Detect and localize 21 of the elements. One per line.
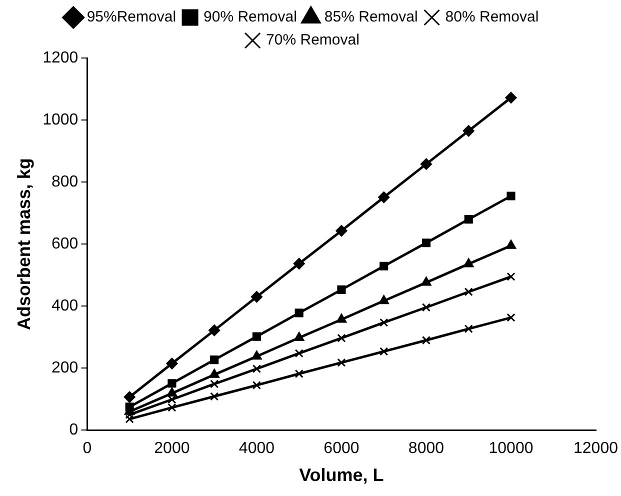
y-tick-label: 400 <box>51 298 78 315</box>
x-tick-label: 2000 <box>154 440 190 458</box>
x-tick-label: 8000 <box>408 440 444 458</box>
y-tick-label: 200 <box>51 360 78 377</box>
y-tick-label: 1200 <box>42 49 78 66</box>
legend-label: 85% Removal <box>324 8 418 26</box>
x-tick-label: 4000 <box>238 440 275 458</box>
x-tick-label: 12000 <box>574 440 618 458</box>
x-axis-title: Volume, L <box>299 465 384 486</box>
x-tick-label: 0 <box>82 440 92 458</box>
y-tick-label: 600 <box>51 236 78 253</box>
legend-label: 90% Removal <box>204 8 297 26</box>
y-tick-label: 1000 <box>42 111 78 128</box>
legend-label: 95%Removal <box>86 8 176 26</box>
x-tick-label: 10000 <box>488 440 534 458</box>
y-axis-title: Adsorbent mass, kg <box>14 158 34 330</box>
y-tick-label: 0 <box>69 422 78 439</box>
legend-label: 70% Removal <box>266 32 360 49</box>
legend-label: 80% Removal <box>445 8 539 26</box>
x-tick-label: 6000 <box>324 440 360 458</box>
y-tick-label: 800 <box>51 173 78 190</box>
